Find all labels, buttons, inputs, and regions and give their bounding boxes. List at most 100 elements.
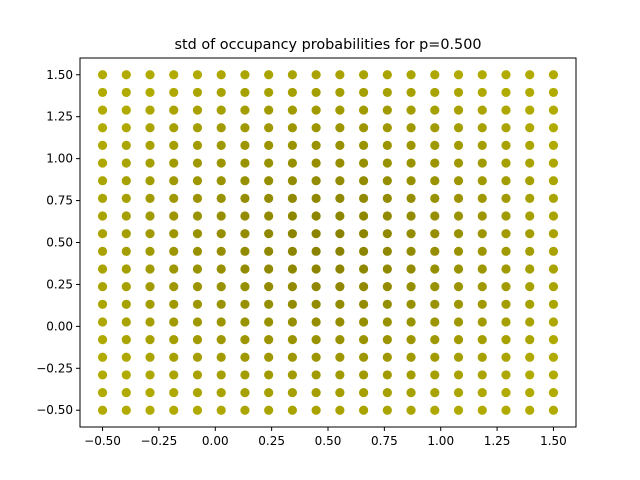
data-point [216, 193, 226, 203]
data-point [97, 352, 108, 362]
data-point [453, 211, 464, 221]
data-point [192, 405, 203, 415]
data-point [121, 105, 131, 115]
data-point [477, 70, 487, 80]
data-point [192, 246, 203, 256]
data-point [121, 317, 131, 327]
data-point [359, 176, 369, 186]
data-point [145, 405, 155, 415]
data-point [548, 387, 559, 398]
data-point [311, 264, 321, 274]
data-point [264, 176, 274, 186]
data-point [145, 370, 155, 380]
data-point [501, 246, 511, 256]
data-point [311, 299, 321, 309]
data-point [287, 317, 297, 327]
data-point [548, 105, 559, 115]
data-point [382, 370, 392, 380]
data-point [311, 193, 321, 203]
data-point [382, 246, 392, 256]
data-point [169, 387, 179, 398]
data-point [406, 140, 416, 150]
data-point [169, 211, 179, 221]
data-point [548, 229, 559, 239]
data-point [430, 193, 440, 203]
data-point [145, 387, 155, 398]
data-point [121, 87, 131, 98]
data-point [335, 140, 345, 150]
data-point [145, 282, 155, 292]
data-point [169, 264, 179, 274]
data-point [216, 140, 226, 150]
data-point [335, 158, 345, 168]
data-point [287, 299, 297, 309]
data-point [287, 264, 297, 274]
data-point [169, 282, 179, 292]
y-tick-label: 1.00 [46, 152, 73, 166]
data-point [501, 123, 511, 133]
data-point [525, 193, 535, 203]
data-point [192, 282, 203, 292]
data-point [382, 335, 392, 345]
data-point [406, 299, 416, 309]
data-point [192, 370, 203, 380]
data-point [216, 176, 226, 186]
data-point [501, 405, 511, 415]
data-point [406, 370, 416, 380]
data-point [264, 370, 274, 380]
data-point [121, 264, 131, 274]
data-point [97, 405, 108, 415]
data-point [525, 264, 535, 274]
data-point [169, 299, 179, 309]
data-point [240, 387, 250, 398]
data-point [430, 282, 440, 292]
data-point [335, 352, 345, 362]
data-point [264, 229, 274, 239]
data-point [548, 246, 559, 256]
data-point [501, 352, 511, 362]
data-point [145, 140, 155, 150]
data-point [264, 70, 274, 80]
y-tick-label: 1.25 [46, 110, 73, 124]
data-point [548, 282, 559, 292]
data-point [359, 246, 369, 256]
data-point [287, 370, 297, 380]
data-point [240, 246, 250, 256]
data-point [430, 335, 440, 345]
data-point [97, 299, 108, 309]
data-point [264, 105, 274, 115]
data-point [335, 105, 345, 115]
data-point [453, 140, 464, 150]
data-point [406, 317, 416, 327]
data-point [430, 317, 440, 327]
data-point [311, 176, 321, 186]
data-point [382, 352, 392, 362]
y-tick-label: 0.50 [46, 236, 73, 250]
data-point [453, 105, 464, 115]
data-point [216, 123, 226, 133]
data-point [145, 299, 155, 309]
data-point [548, 70, 559, 80]
data-point [240, 70, 250, 80]
y-tick-label: 1.50 [46, 68, 73, 82]
data-point [240, 211, 250, 221]
x-axis-ticks: −0.50 −0.25 0.00 0.25 0.50 0.75 1.00 1.25 1.50 [84, 427, 567, 448]
data-point [477, 335, 487, 345]
data-point [525, 105, 535, 115]
data-point [264, 387, 274, 398]
data-point [359, 317, 369, 327]
data-point [97, 176, 108, 186]
data-point [477, 299, 487, 309]
data-point [406, 176, 416, 186]
data-point [169, 335, 179, 345]
data-point [145, 264, 155, 274]
data-point [192, 317, 203, 327]
data-point [382, 176, 392, 186]
data-point [97, 70, 108, 80]
data-point [240, 370, 250, 380]
data-point [548, 123, 559, 133]
data-point [548, 299, 559, 309]
data-point [477, 352, 487, 362]
data-point [240, 105, 250, 115]
data-point [382, 282, 392, 292]
